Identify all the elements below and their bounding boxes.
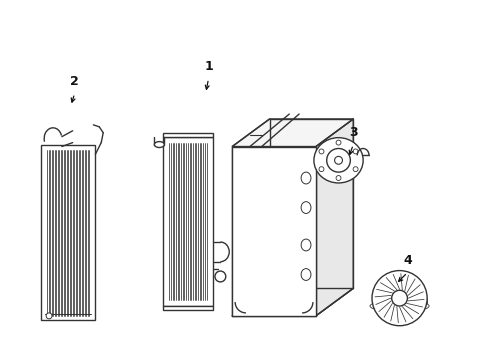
Text: 1: 1 xyxy=(204,60,212,73)
Text: 4: 4 xyxy=(402,254,411,267)
Ellipse shape xyxy=(301,202,310,213)
Circle shape xyxy=(352,149,357,154)
Polygon shape xyxy=(315,119,352,316)
Circle shape xyxy=(391,290,407,306)
Ellipse shape xyxy=(154,141,164,148)
Circle shape xyxy=(352,167,357,172)
Circle shape xyxy=(371,271,426,326)
Polygon shape xyxy=(41,145,95,320)
Circle shape xyxy=(46,313,52,319)
Polygon shape xyxy=(232,288,352,316)
Text: 2: 2 xyxy=(70,75,79,88)
Polygon shape xyxy=(163,306,212,310)
Ellipse shape xyxy=(313,138,363,183)
Polygon shape xyxy=(163,133,212,137)
Text: 3: 3 xyxy=(348,126,357,139)
Ellipse shape xyxy=(301,172,310,184)
Circle shape xyxy=(326,148,349,172)
Polygon shape xyxy=(232,119,352,147)
Circle shape xyxy=(215,271,225,282)
Polygon shape xyxy=(232,147,315,316)
Circle shape xyxy=(335,140,340,145)
Circle shape xyxy=(335,176,340,180)
Circle shape xyxy=(318,149,323,154)
Circle shape xyxy=(334,156,342,164)
Circle shape xyxy=(318,167,323,172)
Ellipse shape xyxy=(369,300,428,312)
Polygon shape xyxy=(163,137,212,306)
Ellipse shape xyxy=(301,239,310,251)
Ellipse shape xyxy=(301,269,310,280)
